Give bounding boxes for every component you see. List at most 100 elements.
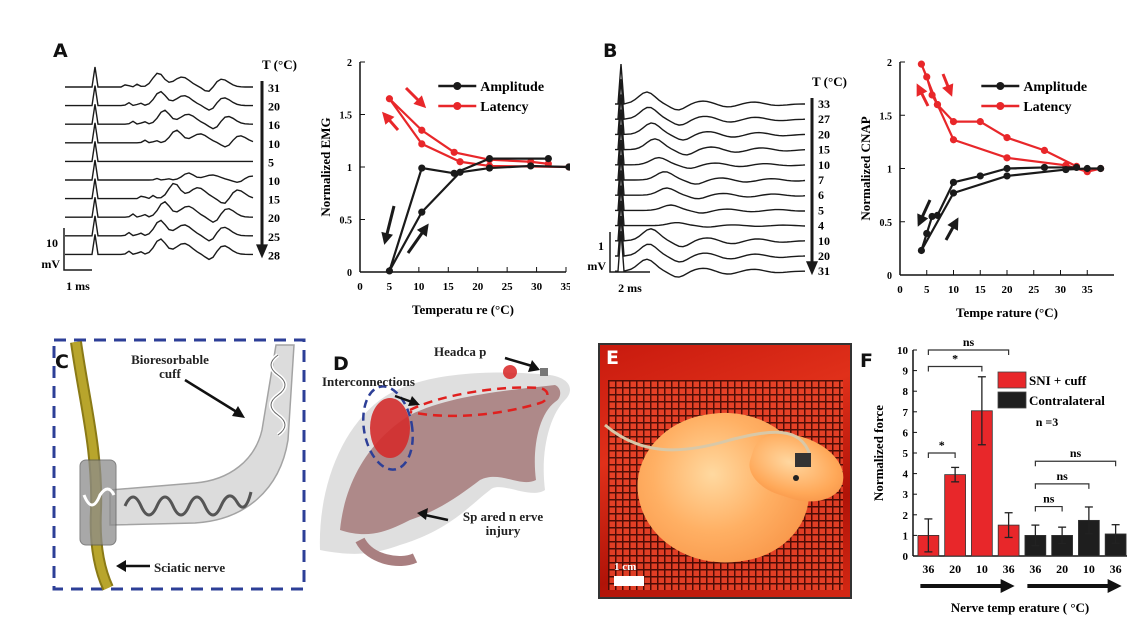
data-point-latency [1003,134,1011,142]
data-point-latency [450,148,458,156]
significance-label: ns [1043,492,1055,506]
legend-label: Amplitude [480,80,544,95]
latency-down-arrow-head [413,95,427,109]
cuff-ring-shape [79,459,117,546]
headcap-label: Headca p [434,344,487,359]
data-point-amplitude [450,169,458,177]
x-tick-label: 0 [897,284,903,296]
temp-label: 20 [818,249,830,263]
scale-x-label: 1 ms [66,279,90,293]
rat-photo: E 1 cm [598,343,852,599]
warming-arrow-head [416,223,429,237]
data-point-amplitude [1003,172,1011,180]
y-tick-label: 2 [887,58,892,69]
temp-label: 31 [268,81,280,95]
latency-up-arrow-head [916,83,928,97]
data-point-amplitude [923,229,931,238]
blue-dashed-ellipse [362,385,414,471]
x-tick-label: 0 [357,281,363,293]
y-tick-label: 7 [903,407,909,419]
temp-label: 5 [268,155,274,169]
y-axis-label: Normalized EMG [318,117,333,216]
trace-waveform [65,122,254,148]
scale-y-unit: mV [41,257,60,271]
trace-waveform [65,104,254,130]
sample-size-annotation: n =3 [1036,415,1059,429]
cooling-arrow-head [917,213,929,227]
trace-waveform [65,66,253,92]
temp-label: 16 [268,118,280,132]
legend-label: SNI + cuff [1029,373,1087,388]
trace-waveform [65,85,253,111]
trace-waveform [615,170,805,214]
significance-bracket [927,365,983,372]
significance-label: ns [1056,469,1068,483]
significance-label: * [939,438,945,452]
sciatic-nerve-label: Sciatic nerve [154,560,226,575]
trace-waveform [615,63,805,111]
temp-label: 28 [268,248,280,262]
interconnections-label: Interconnections [322,374,415,389]
y-axis-label: Normalized CNAP [858,116,873,220]
data-point-amplitude [565,163,570,171]
data-point-latency [949,118,958,126]
temp-label: 20 [818,127,830,141]
temp-label: 6 [818,188,824,202]
data-point-latency [456,158,464,166]
trace-waveform [65,141,253,163]
series-line-amplitude [920,166,1101,252]
temp-label: 20 [268,100,280,114]
legend-marker [996,82,1005,90]
x-axis-label: Tempe rature (°C) [956,305,1058,320]
arrow-head [256,244,268,259]
x-tick-label: 36 [922,562,934,576]
data-point-amplitude [976,172,984,180]
data-point-amplitude [917,246,925,255]
temp-label: 20 [268,211,280,225]
y-tick-label: 2 [347,58,352,69]
x-tick-label: 10 [976,562,988,576]
latency-up-arrow-head [382,111,395,125]
scale-bar [609,232,650,273]
temp-label: 15 [818,143,830,157]
spared-nerve-injury-label: Sp ared n erve injury [448,510,558,538]
data-point-amplitude [418,208,426,216]
x-tick-label: 36 [1110,562,1122,576]
data-point-latency [949,136,958,144]
data-point-amplitude [418,164,426,172]
temp-label: 7 [818,173,824,187]
significance-label: ns [963,335,975,349]
significance-label: * [952,351,958,365]
legend-label: Amplitude [1023,80,1087,95]
data-point-amplitude [1097,164,1105,173]
data-point-amplitude [1083,164,1091,173]
x-tick-label: 10 [948,284,960,296]
trace-waveform [65,159,254,184]
temp-label: 15 [268,193,280,207]
bar [944,474,966,557]
significance-label: ns [1070,446,1082,460]
data-point-latency [1040,146,1049,154]
temp-label: 10 [268,137,280,151]
data-point-amplitude [485,164,494,172]
x-tick-label: 30 [1055,284,1067,296]
temp-label: 5 [818,203,824,217]
bioresorbable-cuff-shape [109,344,295,526]
y-tick-label: 1 [903,530,909,542]
y-tick-label: 5 [903,448,909,460]
temp-label: 27 [818,112,830,126]
arrow-head [806,261,818,276]
trace-waveform [65,234,253,261]
panel-label-d: D [333,353,349,375]
data-point-amplitude [1003,164,1011,173]
y-tick-label: 1 [347,163,352,174]
significance-bracket [927,452,956,458]
trace-waveform [615,139,806,185]
x-tick-label: 35 [561,281,571,293]
temp-label: 31 [818,264,830,278]
arrow-head [1000,579,1015,593]
y-tick-label: 0 [903,551,909,563]
